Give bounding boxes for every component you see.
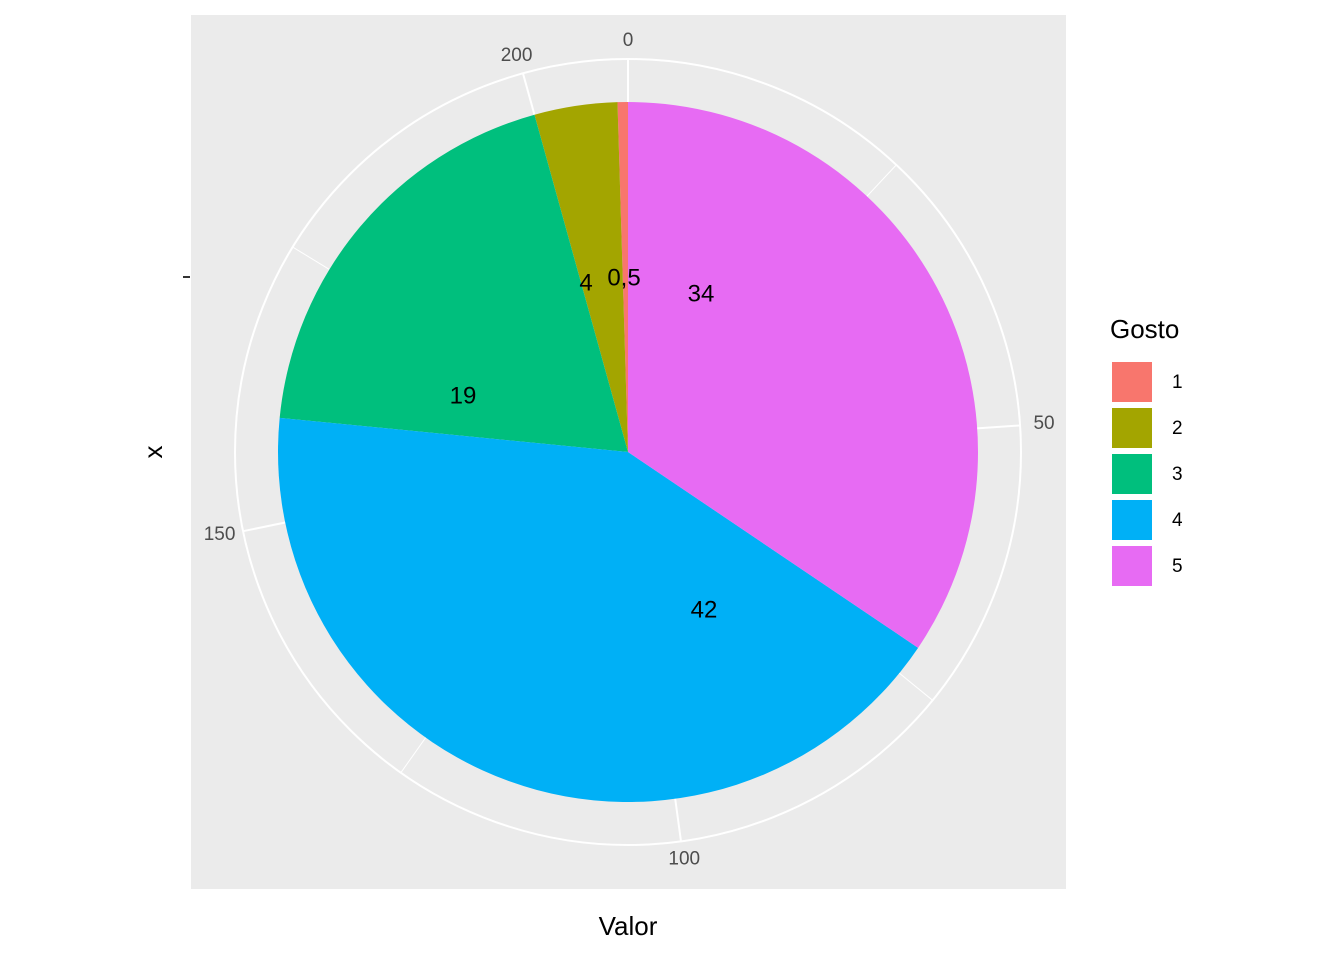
tick-label: 150 <box>204 524 236 545</box>
slice <box>628 102 979 648</box>
x-axis-title: Valor <box>599 911 658 941</box>
legend-title: Gosto <box>1110 314 1179 344</box>
tick-label: 0 <box>623 30 634 51</box>
y-axis-title: x <box>138 446 168 459</box>
tick-label: 100 <box>668 848 700 869</box>
data-label: 42 <box>691 596 718 623</box>
legend-key <box>1110 498 1154 542</box>
slice <box>617 102 628 452</box>
data-label: 34 <box>688 280 715 307</box>
slice <box>534 102 628 453</box>
legend-label: 2 <box>1172 418 1183 439</box>
data-label: 0,5 <box>607 264 640 291</box>
legend-key <box>1110 544 1154 588</box>
slice <box>278 417 919 803</box>
slice <box>279 114 628 452</box>
legend-label: 1 <box>1172 372 1183 393</box>
legend: 1 2 3 4 5 <box>1110 360 1183 588</box>
legend-label: 4 <box>1172 510 1183 531</box>
legend-key <box>1110 452 1154 496</box>
legend-label: 3 <box>1172 464 1183 485</box>
legend-key <box>1110 406 1154 450</box>
labels: 0,5 4 19 42 34 <box>450 264 718 623</box>
tick-label: 50 <box>1033 413 1054 434</box>
slices <box>278 102 979 803</box>
legend-label: 5 <box>1172 556 1183 577</box>
tick-label: 200 <box>501 45 533 66</box>
data-label: 19 <box>450 382 477 409</box>
legend-key <box>1110 360 1154 404</box>
data-label: 4 <box>579 269 592 296</box>
